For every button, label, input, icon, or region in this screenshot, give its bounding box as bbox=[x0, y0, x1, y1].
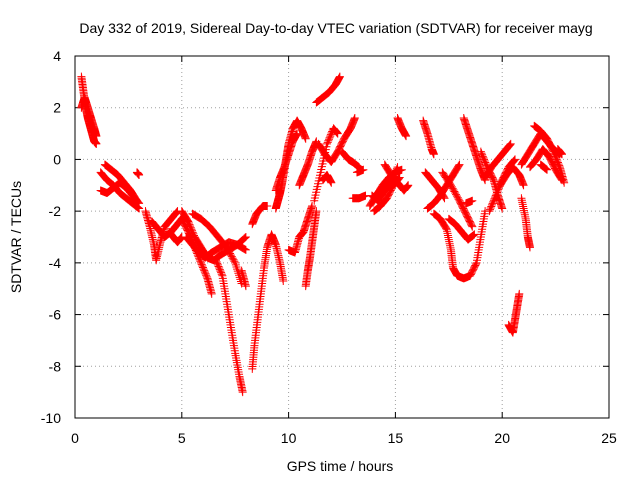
data-point bbox=[441, 223, 450, 232]
data-point bbox=[359, 165, 368, 174]
axis-ticks bbox=[74, 55, 610, 419]
data-point bbox=[469, 230, 478, 239]
data-point bbox=[468, 196, 477, 205]
x-axis-label: GPS time / hours bbox=[287, 458, 394, 474]
data-point bbox=[468, 231, 477, 240]
y-tick-label: -4 bbox=[49, 255, 62, 271]
data-point bbox=[429, 150, 438, 159]
data-point bbox=[301, 134, 310, 143]
y-tick-label: 2 bbox=[53, 100, 61, 116]
data-point bbox=[558, 176, 567, 185]
data-point bbox=[454, 161, 463, 170]
data-point bbox=[557, 175, 566, 184]
data-point bbox=[542, 133, 551, 142]
data-point bbox=[468, 222, 477, 231]
data-point bbox=[241, 245, 250, 254]
data-point bbox=[92, 139, 101, 148]
data-point bbox=[232, 262, 241, 271]
data-point bbox=[308, 201, 317, 210]
data-point bbox=[231, 258, 240, 267]
data-point bbox=[511, 155, 520, 164]
data-point bbox=[515, 289, 524, 298]
y-tick-label: -6 bbox=[49, 307, 62, 323]
x-tick-label: 10 bbox=[281, 430, 297, 446]
data-point bbox=[543, 165, 552, 174]
data-points bbox=[77, 72, 569, 397]
data-point bbox=[172, 208, 181, 217]
data-point bbox=[279, 276, 288, 285]
data-point bbox=[131, 194, 140, 203]
tick-labels: 0 5 10 15 20 25 -10 -8 -6 -4 -2 0 2 4 bbox=[41, 48, 617, 446]
data-point bbox=[333, 129, 342, 138]
data-point bbox=[525, 243, 534, 252]
grid-lines bbox=[75, 56, 609, 418]
data-point bbox=[241, 282, 250, 291]
data-point bbox=[498, 204, 507, 213]
data-point bbox=[293, 129, 302, 138]
data-point bbox=[132, 196, 141, 205]
data-point bbox=[238, 388, 247, 397]
data-point bbox=[454, 162, 463, 171]
data-point bbox=[471, 260, 480, 269]
x-tick-label: 5 bbox=[178, 430, 186, 446]
data-point bbox=[241, 233, 250, 241]
data-point bbox=[506, 139, 515, 148]
data-point bbox=[542, 165, 551, 174]
data-point bbox=[230, 257, 239, 266]
data-point bbox=[135, 170, 144, 179]
chart-title: Day 332 of 2019, Sidereal Day-to-day VTE… bbox=[79, 20, 592, 36]
y-tick-label: 0 bbox=[53, 151, 61, 167]
data-point bbox=[556, 174, 565, 183]
data-point bbox=[217, 270, 226, 279]
x-tick-label: 15 bbox=[388, 430, 404, 446]
data-point bbox=[263, 201, 272, 210]
plot-frame bbox=[74, 55, 610, 419]
x-tick-label: 25 bbox=[601, 430, 617, 446]
data-point bbox=[233, 267, 242, 276]
data-point bbox=[402, 132, 411, 141]
data-point bbox=[541, 164, 550, 173]
data-point bbox=[382, 194, 391, 203]
data-point bbox=[233, 265, 242, 274]
data-point bbox=[182, 215, 191, 224]
y-tick-label: -8 bbox=[49, 358, 62, 374]
y-tick-label: -10 bbox=[41, 410, 61, 426]
data-point bbox=[469, 231, 478, 240]
data-point bbox=[327, 178, 336, 187]
data-point bbox=[240, 244, 249, 253]
data-point bbox=[541, 164, 550, 173]
data-point bbox=[241, 245, 250, 254]
data-point bbox=[470, 230, 479, 239]
data-point bbox=[241, 233, 250, 242]
data-point bbox=[505, 141, 514, 150]
data-point bbox=[207, 289, 216, 298]
data-point bbox=[455, 160, 464, 169]
data-point bbox=[509, 156, 518, 165]
data-point bbox=[544, 152, 553, 161]
data-point bbox=[335, 72, 344, 81]
data-point bbox=[231, 260, 240, 269]
data-point bbox=[519, 181, 528, 190]
data-point bbox=[312, 207, 321, 216]
data-point bbox=[392, 164, 401, 173]
x-tick-label: 20 bbox=[494, 430, 510, 446]
data-point bbox=[510, 156, 519, 165]
data-point bbox=[240, 234, 249, 243]
data-point bbox=[350, 114, 359, 123]
data-point bbox=[404, 181, 413, 190]
y-axis-label: SDTVAR / TECUs bbox=[8, 181, 24, 293]
data-point bbox=[397, 165, 406, 174]
data-point bbox=[506, 140, 515, 149]
data-point bbox=[393, 163, 402, 172]
y-tick-label: 4 bbox=[53, 48, 61, 64]
data-point bbox=[467, 221, 476, 230]
y-tick-label: -2 bbox=[49, 203, 62, 219]
data-point bbox=[132, 195, 141, 204]
data-point bbox=[558, 150, 567, 159]
data-point bbox=[332, 149, 341, 158]
data-point bbox=[92, 132, 101, 141]
x-tick-label: 0 bbox=[71, 430, 79, 446]
